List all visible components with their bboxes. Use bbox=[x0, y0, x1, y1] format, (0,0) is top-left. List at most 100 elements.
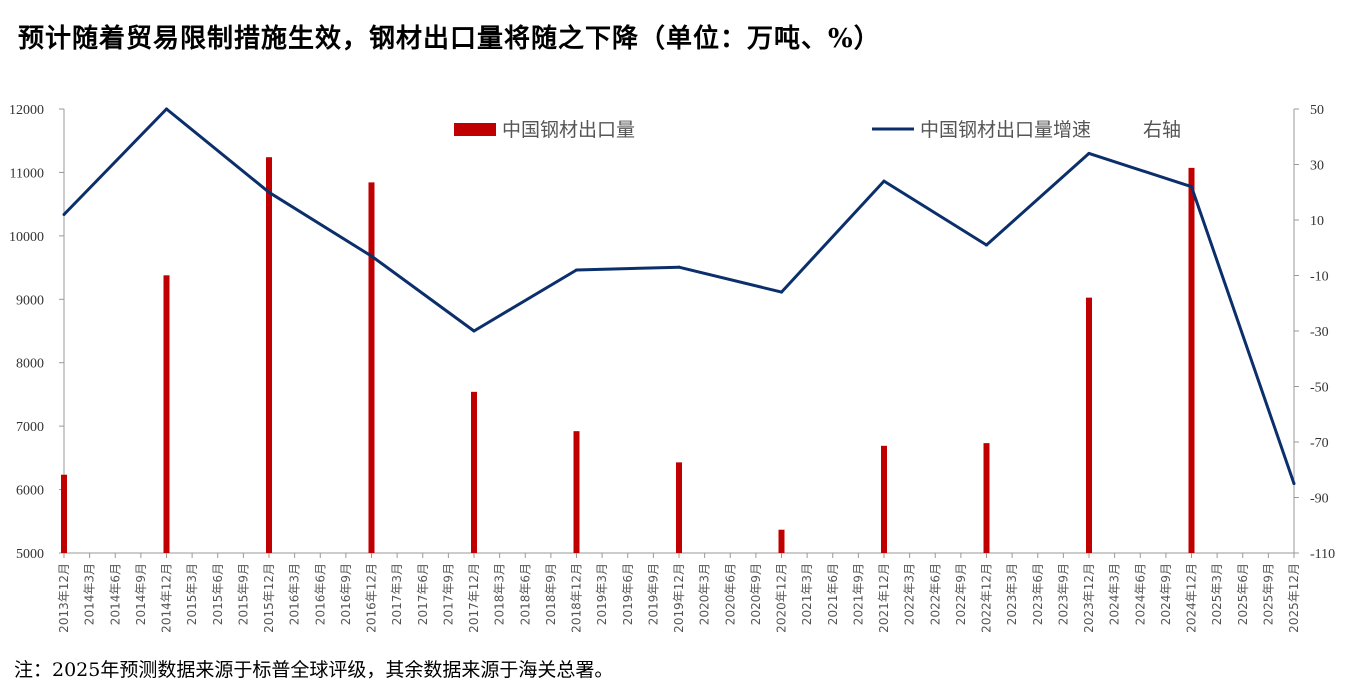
line-point bbox=[370, 254, 373, 258]
right-tick-label: -50 bbox=[1310, 381, 1329, 396]
x-tick-label: 2025年9月 bbox=[1261, 563, 1275, 625]
left-tick-label: 11000 bbox=[10, 166, 44, 181]
left-tick-label: 6000 bbox=[16, 484, 44, 499]
x-tick-label: 2018年3月 bbox=[493, 563, 507, 625]
x-tick-label: 2024年12月 bbox=[1185, 563, 1199, 633]
bar-mark bbox=[881, 445, 887, 553]
x-tick-label: 2017年6月 bbox=[416, 563, 430, 625]
bar-mark bbox=[163, 275, 170, 553]
left-tick-label: 9000 bbox=[16, 293, 44, 308]
left-tick-label: 7000 bbox=[16, 420, 44, 435]
bar-mark bbox=[266, 157, 272, 553]
left-tick-label: 8000 bbox=[16, 357, 44, 372]
x-tick-label: 2024年9月 bbox=[1159, 563, 1173, 625]
x-tick-label: 2018年6月 bbox=[518, 563, 532, 625]
x-tick-label: 2019年6月 bbox=[621, 563, 635, 625]
right-tick-label: -10 bbox=[1310, 270, 1329, 285]
left-tick-label: 12000 bbox=[9, 103, 44, 118]
bar-mark bbox=[778, 529, 785, 553]
x-tick-label: 2014年3月 bbox=[83, 563, 97, 625]
bar-mark bbox=[471, 391, 477, 553]
right-tick-label: -110 bbox=[1310, 547, 1335, 562]
x-tick-label: 2013年12月 bbox=[57, 563, 71, 633]
x-tick-label: 2021年6月 bbox=[826, 563, 840, 625]
x-tick-label: 2023年12月 bbox=[1082, 563, 1096, 633]
line-point bbox=[1292, 482, 1296, 486]
line-point bbox=[1190, 185, 1193, 189]
x-tick-label: 2017年3月 bbox=[390, 563, 404, 625]
right-tick-label: -30 bbox=[1310, 325, 1329, 340]
left-tick-label: 10000 bbox=[9, 230, 44, 245]
x-tick-label: 2016年6月 bbox=[313, 563, 327, 625]
line-point bbox=[985, 243, 988, 247]
x-tick-label: 2016年12月 bbox=[365, 563, 379, 633]
x-tick-label: 2015年9月 bbox=[236, 563, 250, 625]
x-tick-label: 2022年12月 bbox=[980, 563, 994, 633]
chart-axes: 5000 6000 7000 8000 9000 10000 11000 12000 -110 -… bbox=[9, 103, 1335, 633]
x-tick-label: 2017年9月 bbox=[441, 563, 455, 625]
x-tick-label: 2016年9月 bbox=[339, 563, 353, 625]
x-tick-label: 2016年3月 bbox=[288, 563, 302, 625]
growth-line bbox=[62, 107, 1296, 485]
x-tick-label: 2025年3月 bbox=[1210, 563, 1224, 625]
bar-mark bbox=[1086, 297, 1092, 553]
right-tick-label: -70 bbox=[1310, 436, 1329, 451]
bar-mark bbox=[1188, 167, 1195, 554]
x-tick-label: 2021年3月 bbox=[800, 563, 814, 625]
x-tick-label: 2019年3月 bbox=[595, 563, 609, 625]
bar-series bbox=[61, 157, 1195, 554]
x-tick-label: 2018年9月 bbox=[544, 563, 558, 625]
x-tick-label: 2020年6月 bbox=[723, 563, 737, 625]
x-tick-label: 2019年12月 bbox=[672, 563, 686, 633]
legend-bar-label: 中国钢材出口量 bbox=[502, 119, 635, 141]
x-tick-label: 2015年3月 bbox=[185, 563, 199, 625]
right-tick-label: 10 bbox=[1310, 214, 1324, 229]
legend-line-axis-note: 右轴 bbox=[1143, 119, 1181, 141]
x-tick-label: 2023年3月 bbox=[1005, 563, 1019, 625]
line-point bbox=[575, 268, 578, 272]
x-tick-label: 2015年12月 bbox=[262, 563, 276, 633]
line-point bbox=[472, 329, 476, 333]
bar-mark bbox=[368, 182, 375, 554]
line-series bbox=[62, 107, 1296, 486]
legend-bar-swatch bbox=[454, 123, 496, 136]
x-tick-label: 2024年3月 bbox=[1108, 563, 1122, 625]
x-tick-label: 2015年6月 bbox=[211, 563, 225, 625]
x-tick-label: 2022年9月 bbox=[954, 563, 968, 625]
line-point bbox=[165, 107, 168, 111]
x-tick-label: 2017年12月 bbox=[467, 563, 481, 633]
x-tick-label: 2024年6月 bbox=[1133, 563, 1147, 625]
line-point bbox=[1087, 151, 1091, 155]
x-tick-label: 2022年3月 bbox=[903, 563, 917, 625]
right-tick-label: 50 bbox=[1310, 103, 1324, 118]
x-tick-label: 2014年6月 bbox=[108, 563, 122, 625]
bar-mark bbox=[61, 474, 67, 553]
bar-mark bbox=[676, 462, 682, 553]
bar-mark bbox=[983, 443, 990, 553]
x-tick-label: 2020年9月 bbox=[749, 563, 763, 625]
footnote: 注：2025年预测数据来源于标普全球评级，其余数据来源于海关总署。 bbox=[14, 659, 614, 681]
x-tick-label: 2021年9月 bbox=[851, 563, 865, 625]
line-point bbox=[882, 179, 886, 183]
x-tick-label: 2020年3月 bbox=[698, 563, 712, 625]
x-tick-label: 2014年9月 bbox=[134, 563, 148, 625]
chart-legend: 中国钢材出口量 中国钢材出口量增速 右轴 bbox=[454, 119, 1181, 141]
x-tick-label: 2022年6月 bbox=[928, 563, 942, 625]
x-tick-label: 2025年6月 bbox=[1236, 563, 1250, 625]
bar-mark bbox=[573, 431, 580, 553]
x-tick-label: 2019年9月 bbox=[646, 563, 660, 625]
x-tick-label: 2014年12月 bbox=[160, 563, 174, 633]
x-tick-label: 2025年12月 bbox=[1287, 563, 1301, 633]
right-tick-label: 30 bbox=[1310, 159, 1324, 174]
line-point bbox=[677, 265, 681, 269]
line-point bbox=[267, 190, 271, 194]
chart-title: 预计随着贸易限制措施生效，钢材出口量将随之下降（单位：万吨、%） bbox=[18, 24, 881, 54]
left-tick-label: 5000 bbox=[16, 547, 44, 562]
x-tick-label: 2023年9月 bbox=[1056, 563, 1070, 625]
legend-line-label: 中国钢材出口量增速 bbox=[920, 119, 1091, 141]
x-tick-label: 2020年12月 bbox=[775, 563, 789, 633]
line-point bbox=[780, 290, 783, 294]
right-tick-label: -90 bbox=[1310, 492, 1329, 507]
x-tick-label: 2021年12月 bbox=[877, 563, 891, 633]
